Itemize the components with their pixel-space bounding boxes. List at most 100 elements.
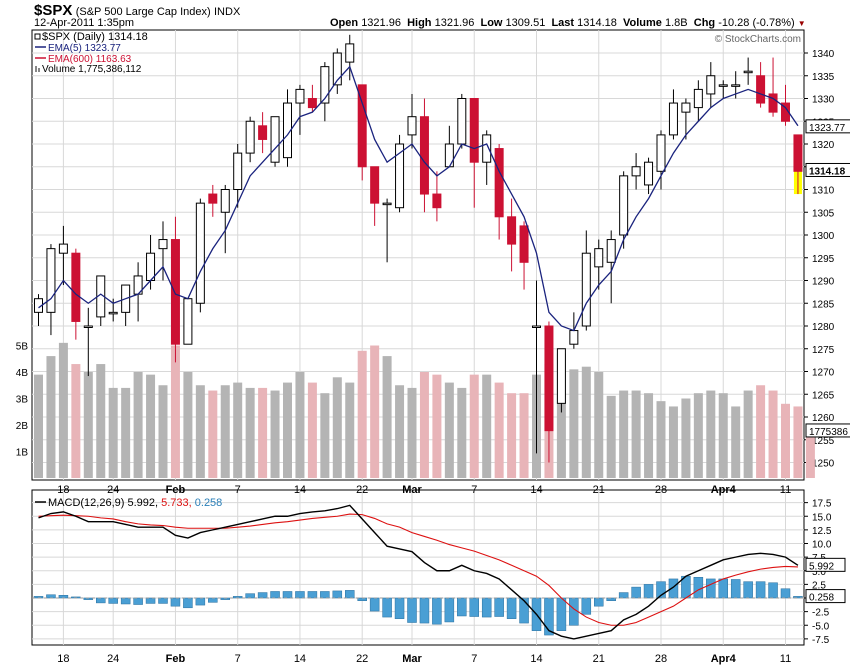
candle-body-up <box>407 116 417 136</box>
candle-body-up <box>731 84 741 87</box>
candle-body-up <box>444 143 454 168</box>
macd-value-tag-text: 5.992 <box>809 561 834 572</box>
macd-histogram-bar <box>556 597 567 631</box>
signal-legend-value: 5.733, <box>161 497 195 509</box>
macd-histogram-bar <box>133 597 143 605</box>
macd-histogram-bar <box>506 597 517 619</box>
macd-panel-frame <box>31 489 805 646</box>
macd-histogram-bar <box>419 597 430 624</box>
volume-bar <box>133 372 143 478</box>
volume-bar <box>507 393 517 478</box>
macd-histogram-bar <box>544 597 554 636</box>
macd-histogram-bar <box>382 597 392 618</box>
x-axis-label: Apr4 <box>711 484 737 496</box>
volume-bar <box>71 364 81 478</box>
macd-tick-label: 5.0 <box>812 567 826 578</box>
ema600-legend: EMA(600) 1163.63 <box>48 54 132 65</box>
macd-x-axis-label: 11 <box>780 653 791 665</box>
x-axis-label: 11 <box>780 484 791 496</box>
candle-body-up <box>569 330 579 345</box>
candle-body-up <box>245 120 255 154</box>
price-tick-label: 1295 <box>812 254 835 265</box>
volume-bar <box>594 372 604 478</box>
histogram-value-tag-text: 0.258 <box>809 593 834 604</box>
macd-histogram-bar <box>606 597 616 601</box>
candle-body-down <box>71 252 81 322</box>
macd-histogram-bar <box>320 591 330 599</box>
volume-bar <box>519 393 529 478</box>
candle-body-up <box>270 116 280 163</box>
price-tick-label: 1250 <box>812 459 835 470</box>
volume-bar <box>146 374 156 478</box>
macd-histogram-bar <box>718 578 728 599</box>
macd-histogram-bar <box>282 591 293 599</box>
macd-x-axis-label: 28 <box>655 653 667 665</box>
candle-body-up <box>195 202 205 304</box>
ema5-value-tag-box <box>805 119 850 134</box>
price-tick-label: 1275 <box>812 345 835 356</box>
macd-value-tag: 5.992 <box>805 557 846 572</box>
macd-x-axis-label: Mar <box>402 653 422 665</box>
volume-tick-label: 2B <box>16 421 29 432</box>
volume-bar <box>731 406 741 478</box>
macd-histogram-bar <box>581 597 592 615</box>
volume-tick-label: 1B <box>16 448 29 459</box>
histogram-value-tag-box <box>805 589 846 604</box>
volume-bar <box>158 385 168 478</box>
candle-body-up <box>395 143 405 209</box>
macd-x-axis-label: 21 <box>593 653 605 665</box>
candle-body-up <box>656 134 666 172</box>
macd-histogram-bar <box>469 597 479 617</box>
macd-tick-label: 15.0 <box>812 512 832 523</box>
macd-histogram-bar <box>643 584 654 599</box>
macd-histogram-bar <box>793 596 803 599</box>
x-axis-label: 24 <box>107 484 119 496</box>
volume-bar <box>419 372 429 478</box>
x-axis-label: 28 <box>655 484 667 496</box>
date-time: 12-Apr-2011 1:35pm <box>34 17 135 29</box>
macd-histogram-bar <box>307 591 318 599</box>
candle-body-up <box>382 202 392 206</box>
macd-tick-label: 10.0 <box>812 540 832 551</box>
candle-body-down <box>469 98 479 163</box>
volume-tick-label: 3B <box>16 395 29 406</box>
macd-x-axis-label: 22 <box>356 653 368 665</box>
candle-body-up <box>532 325 541 328</box>
macd-x-axis-label: Apr4 <box>711 653 737 665</box>
volume-bar <box>183 372 193 478</box>
open-value: 1321.96 <box>361 17 401 29</box>
candle-body-down <box>432 193 442 209</box>
volume-bar <box>619 390 629 478</box>
macd-x-axis-label: 24 <box>107 653 119 665</box>
candle-body-up <box>581 252 591 327</box>
macd-x-axis-label: 7 <box>471 653 477 665</box>
macd-histogram-bar <box>706 578 716 599</box>
macd-x-axis-label: 14 <box>294 653 306 665</box>
volume-bar <box>332 377 342 478</box>
candle-body-up <box>158 239 168 250</box>
volume-bar <box>494 382 504 478</box>
volume-bar <box>121 387 131 478</box>
volume-bar <box>295 372 305 478</box>
ema5-line <box>38 65 799 332</box>
macd-histogram-bar <box>208 597 218 603</box>
volume-bar <box>482 374 492 478</box>
volume-bar <box>270 390 280 478</box>
price-tick-label: 1335 <box>812 72 835 83</box>
macd-tick-label: -5.0 <box>812 621 830 632</box>
last-label: Last <box>551 17 575 29</box>
quote-bar: Open 1321.96 High 1321.96 Low 1309.51 La… <box>330 17 806 29</box>
candle-body-down <box>793 134 803 172</box>
macd-legend-value: MACD(12,26,9) 5.992, <box>48 497 161 509</box>
volume-tick-label: 4B <box>16 368 29 379</box>
price-tick-label: 1265 <box>812 390 835 401</box>
volume-bar <box>556 353 566 478</box>
exchange: INDX <box>214 6 241 18</box>
candle-body-up <box>631 166 641 177</box>
candle-body-down <box>544 325 554 432</box>
volume-bar <box>220 385 230 478</box>
macd-histogram-bar <box>444 597 455 623</box>
volume-bar <box>395 385 405 478</box>
volume-bar <box>245 387 255 478</box>
